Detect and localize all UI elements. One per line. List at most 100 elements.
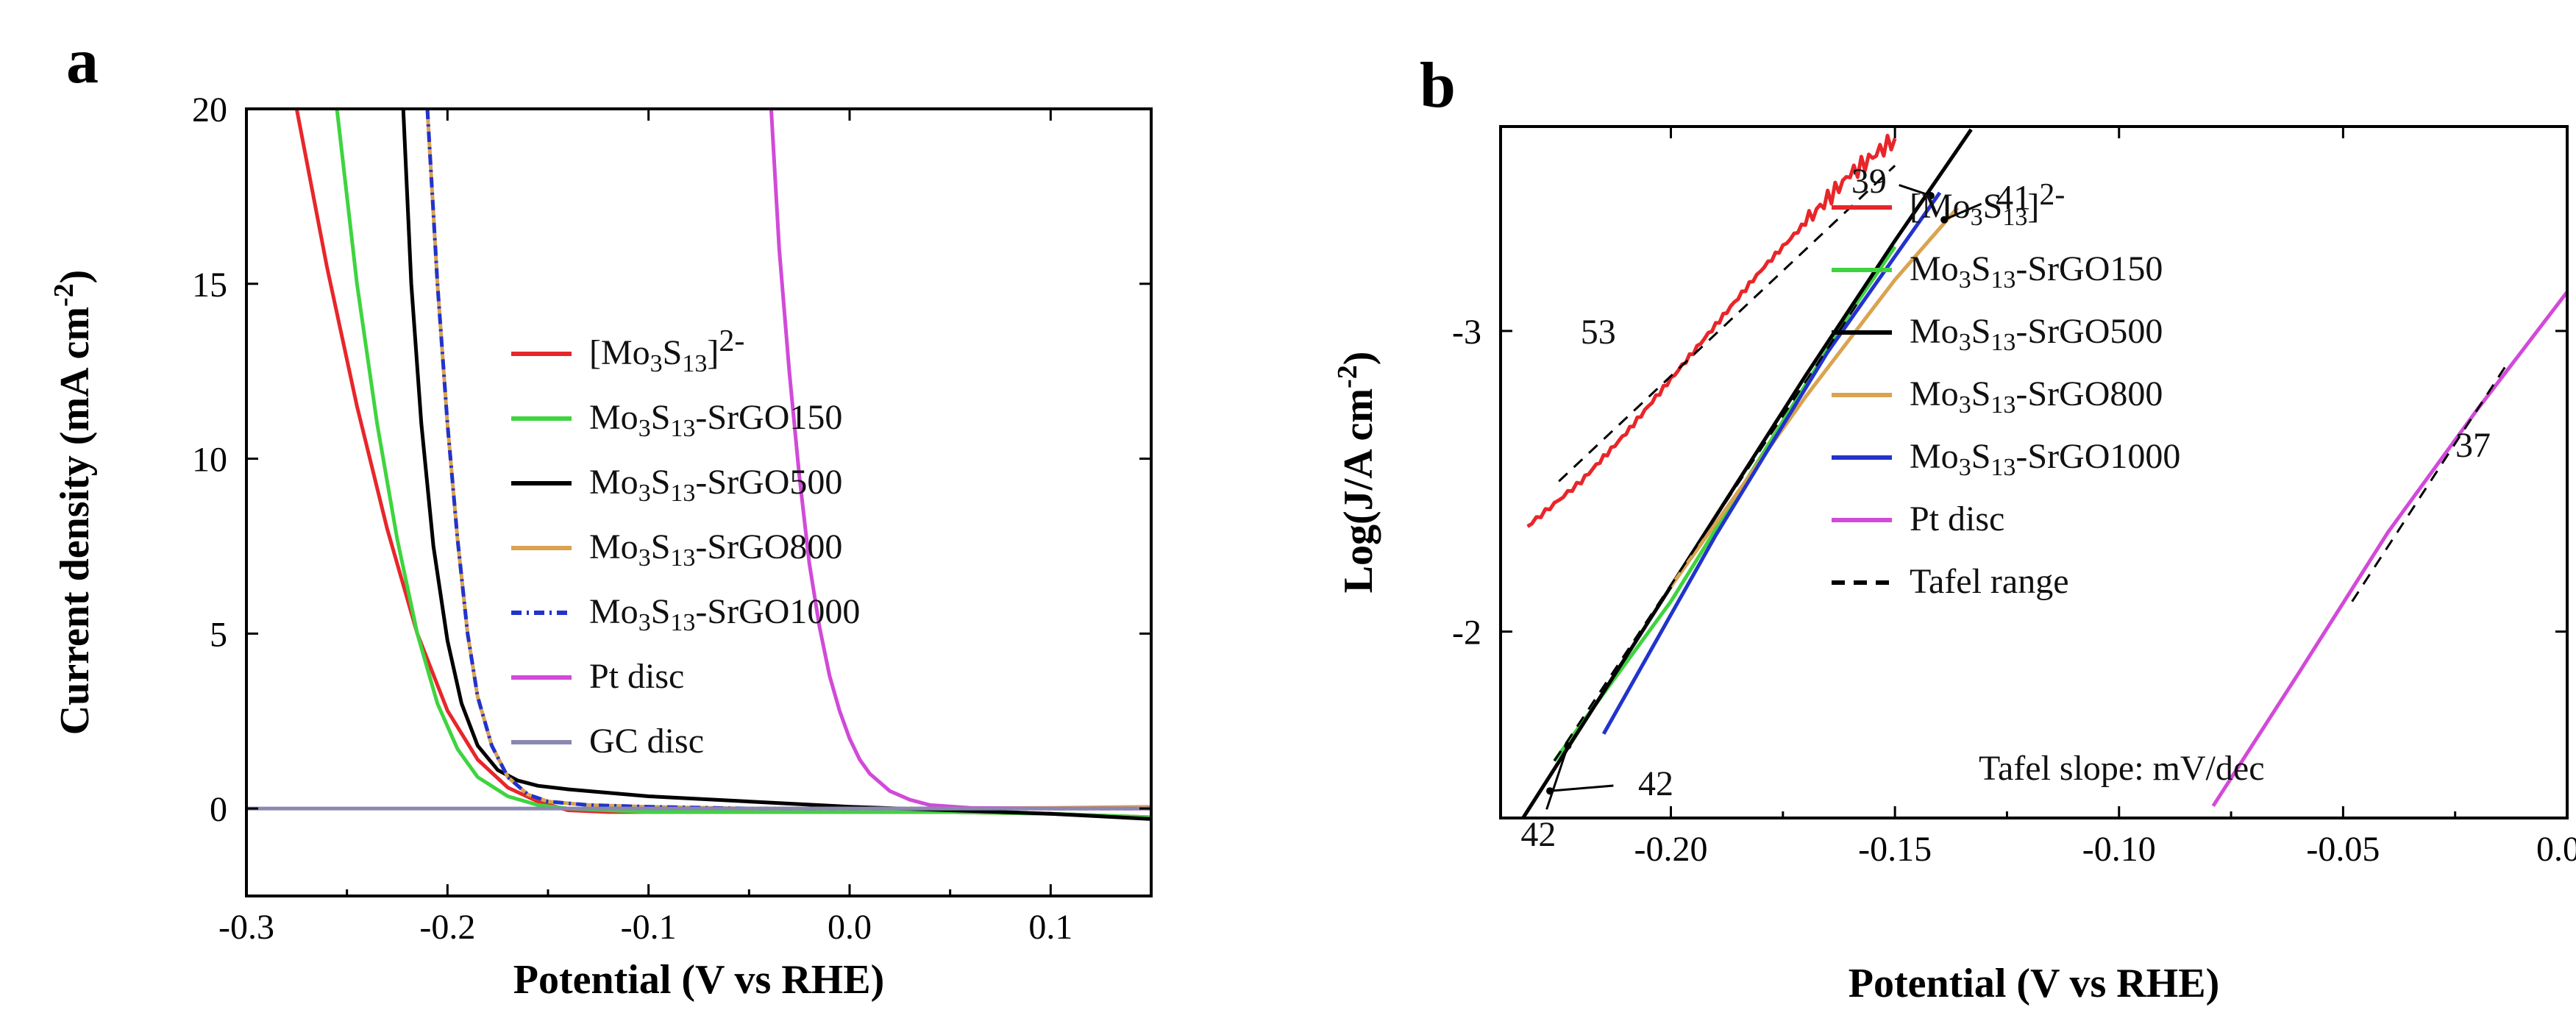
panel-b-y-axis-label: Log(J/A cm-2) bbox=[1332, 352, 1381, 594]
panel-a-legend-label: Pt disc bbox=[589, 657, 684, 696]
panel-b-legend-label-base: [Mo bbox=[1910, 187, 1971, 226]
panel-b-legend-label: [Mo3S13]2- bbox=[1910, 178, 2065, 231]
panel-b-legend-entry-mo3s13-srgo150: Mo3S13-SrGO150 bbox=[1832, 249, 2163, 294]
panel-a-x-tick-label: -0.3 bbox=[218, 908, 274, 947]
panel-b-x-tick-label: -0.20 bbox=[1634, 830, 1708, 869]
panel-a-legend-label-tail: -SrGO1000 bbox=[695, 592, 860, 631]
panel-b-y-axis-label-close: ) bbox=[1336, 352, 1381, 366]
panel-a-x-tick-label: -0.2 bbox=[419, 908, 475, 947]
panel-b-annotation-arrow bbox=[1899, 184, 1932, 197]
panel-b-tafel-slope-note: Tafel slope: mV/dec bbox=[1979, 749, 2265, 788]
panel-a-legend-label-base: Mo bbox=[589, 592, 638, 631]
panel-b-legend-entry-mo3s13-srgo800: Mo3S13-SrGO800 bbox=[1832, 374, 2163, 419]
panel-b-annotation-label: 42 bbox=[1520, 815, 1556, 854]
panel-a-series-mo3s13-srgo1000 bbox=[425, 109, 1151, 811]
panel-a-legend-label-sub2: 13 bbox=[682, 350, 707, 377]
panel-a-legend-label: Mo3S13-SrGO800 bbox=[589, 527, 842, 572]
panel-label-a: a bbox=[66, 26, 99, 97]
panel-a-legend-label-base: Mo bbox=[589, 463, 638, 502]
panel-a-legend-label-base: Mo bbox=[589, 398, 638, 437]
panel-b-legend-label: Mo3S13-SrGO1000 bbox=[1910, 437, 2180, 481]
panel-b-legend-label-base: Pt disc bbox=[1910, 499, 2004, 538]
panel-a-legend-entry-mo3s13-srgo150: Mo3S13-SrGO150 bbox=[511, 398, 842, 442]
panel-a-legend-entry-mo3s13-srgo800: Mo3S13-SrGO800 bbox=[511, 527, 842, 572]
panel-b-legend-label: Pt disc bbox=[1910, 499, 2004, 538]
panel-b-legend-label-mid: S bbox=[1971, 312, 1991, 351]
panel-a-legend-label-base: GC disc bbox=[589, 722, 704, 761]
panel-b-annotation-arrowhead bbox=[1564, 742, 1572, 750]
panel-a-x-axis-label: Potential (V vs RHE) bbox=[513, 957, 885, 1003]
panel-b-series-mo3s13-srgo500 bbox=[1521, 128, 1973, 818]
panel-a-legend-label: Mo3S13-SrGO150 bbox=[589, 398, 842, 442]
panel-b-x-axis-label: Potential (V vs RHE) bbox=[1849, 961, 2220, 1006]
panel-a-legend-label-mid: S bbox=[651, 398, 671, 437]
panel-a-legend-label-tail: -SrGO500 bbox=[695, 463, 842, 502]
panel-b-series-mo3s13-srgo1000 bbox=[1601, 191, 1942, 735]
panel-b-legend-label-sub2: 13 bbox=[2002, 204, 2027, 231]
panel-b-legend-label-sub1: 3 bbox=[1959, 391, 1971, 419]
panel-b-x-tick-label: -0.05 bbox=[2306, 830, 2380, 869]
panel-a-axes-frame bbox=[245, 107, 1153, 897]
panel-b-annotations: 42 42 53 39 41 37 bbox=[1520, 162, 2491, 854]
panel-b-legend-label: Mo3S13-SrGO500 bbox=[1910, 312, 2163, 356]
panel-b-annotation-pt-disc: 37 bbox=[2455, 426, 2491, 465]
panel-b-x-tick-label: 0.00 bbox=[2536, 830, 2576, 869]
panel-b-annotation-arrowhead bbox=[1926, 192, 1935, 199]
panel-b-legend-label-base: Mo bbox=[1910, 374, 1959, 413]
panel-b-series-mo3s13-2 bbox=[1526, 133, 1897, 528]
panel-b-legend-label-tail: -SrGO1000 bbox=[2015, 437, 2180, 476]
panel-a-y-tick-label: 20 bbox=[192, 90, 227, 129]
panel-b-annotation-mo3s13-srgo800: 41 bbox=[1940, 179, 2031, 224]
panel-b-annotation-mo3s13-srgo150: 42 bbox=[1520, 742, 1572, 854]
panel-b-legend-label: Mo3S13-SrGO800 bbox=[1910, 374, 2163, 419]
panel-a-legend-label-mid: S bbox=[651, 527, 671, 566]
panel-b-tafel-range-line bbox=[1558, 165, 1896, 483]
panel-b-series-mo3s13-srgo800 bbox=[1669, 206, 1960, 588]
panel-a-legend-entry-mo3s13-srgo1000: Mo3S13-SrGO1000 bbox=[511, 592, 860, 636]
panel-b-y-axis-label-sup: -2 bbox=[1332, 365, 1363, 388]
panel-b-x-tick-label: -0.10 bbox=[2082, 830, 2156, 869]
panel-a-legend-label-mid: S bbox=[651, 592, 671, 631]
panel-a-legend-label-sub2: 13 bbox=[670, 480, 695, 507]
panel-b-legend-label-base: Mo bbox=[1910, 312, 1959, 351]
panel-a-legend-label-sub1: 3 bbox=[650, 350, 663, 377]
panel-b-legend-label-sub2: 13 bbox=[1990, 391, 2015, 419]
panel-b-legend-label-mid: S bbox=[1971, 374, 1991, 413]
panel-a-legend-label-sub1: 3 bbox=[638, 480, 651, 507]
panel-b-annotation-arrowhead bbox=[1940, 216, 1949, 224]
panel-b-legend-label-mid: S bbox=[1971, 437, 1991, 476]
panel-a-legend: [Mo3S13]2-Mo3S13-SrGO150Mo3S13-SrGO500Mo… bbox=[511, 324, 860, 761]
panel-b-legend-label-tail: -SrGO500 bbox=[2015, 312, 2163, 351]
panel-a-legend-entry-gc-disc: GC disc bbox=[511, 722, 704, 761]
panel-a-y-tick-label: 15 bbox=[192, 266, 227, 305]
panel-a-legend-label: [Mo3S13]2- bbox=[589, 324, 744, 377]
panel-b-legend-label-base: Mo bbox=[1910, 437, 1959, 476]
panel-b-annotation-arrow bbox=[1943, 202, 1982, 221]
panel-b-legend-label-sub1: 3 bbox=[1971, 204, 1983, 231]
panel-a-series-mo3s13-srgo800 bbox=[425, 109, 1151, 811]
panel-b-axes-frame bbox=[1499, 125, 2569, 819]
panel-b-legend-label-sub2: 13 bbox=[1990, 266, 2015, 294]
panel-b-series bbox=[1521, 128, 2567, 818]
panel-b-legend-label-mid: S bbox=[1983, 187, 2003, 226]
panel-b-legend-entry-mo3s13-srgo500: Mo3S13-SrGO500 bbox=[1832, 312, 2163, 356]
panel-a-legend-label-sub1: 3 bbox=[638, 544, 651, 572]
panel-a-legend-entry-mo3s13-2: [Mo3S13]2- bbox=[511, 324, 744, 377]
panel-a-legend-label: Mo3S13-SrGO1000 bbox=[589, 592, 860, 636]
panel-a-legend-label-sup: 2- bbox=[719, 324, 744, 358]
panel-a-legend-label-base: Pt disc bbox=[589, 657, 684, 696]
panel-a-legend-label-tail: ] bbox=[707, 333, 719, 372]
panel-a-x-tick-label: -0.1 bbox=[621, 908, 677, 947]
panel-b-legend-label-sub1: 3 bbox=[1959, 329, 1971, 356]
panel-a-series bbox=[246, 109, 1151, 821]
panel-b-tafel-range-lines bbox=[1553, 165, 2511, 762]
panel-b-annotation-arrow bbox=[1549, 784, 1614, 792]
panel-a-legend-label-sub2: 13 bbox=[670, 544, 695, 572]
panel-b-legend-label-tail: -SrGO800 bbox=[2015, 374, 2163, 413]
panel-a-legend-label-sub1: 3 bbox=[638, 609, 651, 636]
panel-a-legend-label-sub2: 13 bbox=[670, 609, 695, 636]
panel-b-legend-label-tail: -SrGO150 bbox=[2015, 249, 2163, 288]
panel-b-legend-entry-tafel-range: Tafel range bbox=[1832, 562, 2069, 601]
panel-a-series-pt-disc bbox=[769, 109, 1151, 811]
